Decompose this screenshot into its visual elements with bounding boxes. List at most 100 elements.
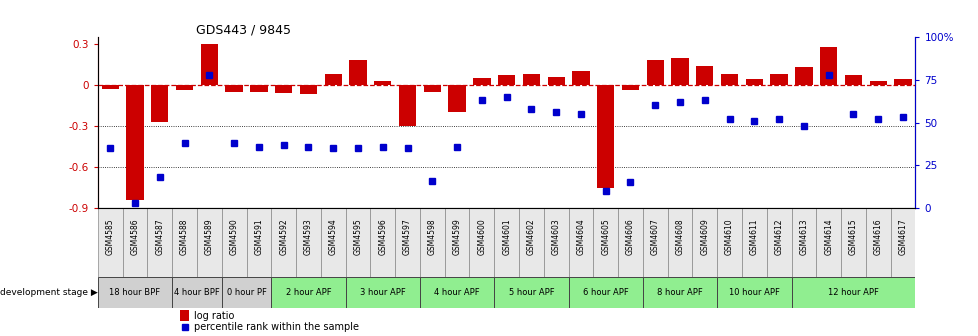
Text: GSM4600: GSM4600	[477, 218, 486, 255]
Bar	[691, 208, 717, 277]
Bar	[98, 208, 122, 277]
Bar	[617, 208, 643, 277]
Bar	[766, 208, 790, 277]
Text: GSM4591: GSM4591	[254, 218, 263, 255]
Text: 2 hour APF: 2 hour APF	[286, 288, 331, 297]
Text: GSM4592: GSM4592	[279, 218, 288, 255]
Bar	[844, 75, 862, 85]
Bar	[865, 208, 890, 277]
Bar	[345, 277, 420, 308]
Text: percentile rank within the sample: percentile rank within the sample	[195, 322, 359, 332]
Text: GSM4587: GSM4587	[156, 218, 164, 255]
Bar	[621, 85, 639, 90]
Bar	[398, 85, 416, 126]
Text: 4 hour APF: 4 hour APF	[434, 288, 479, 297]
Bar	[374, 81, 391, 85]
Bar	[98, 277, 172, 308]
Bar	[645, 60, 663, 85]
Bar	[494, 277, 568, 308]
Bar	[151, 85, 168, 122]
Text: GSM4616: GSM4616	[872, 218, 882, 255]
Text: 10 hour APF: 10 hour APF	[729, 288, 779, 297]
Bar	[568, 277, 643, 308]
Text: GSM4611: GSM4611	[749, 218, 758, 255]
Text: GSM4602: GSM4602	[526, 218, 535, 255]
Bar	[667, 208, 691, 277]
Bar	[643, 277, 717, 308]
Bar	[325, 74, 341, 85]
Text: GSM4615: GSM4615	[848, 218, 857, 255]
Text: GSM4589: GSM4589	[204, 218, 213, 255]
Text: GSM4603: GSM4603	[552, 218, 560, 255]
Bar	[518, 208, 543, 277]
Bar	[498, 75, 514, 85]
Bar	[547, 77, 564, 85]
Bar	[794, 67, 812, 85]
Text: GSM4601: GSM4601	[502, 218, 511, 255]
Bar	[222, 208, 246, 277]
Bar	[271, 208, 295, 277]
Text: GSM4585: GSM4585	[106, 218, 114, 255]
Bar	[180, 310, 190, 322]
Text: 0 hour PF: 0 hour PF	[226, 288, 266, 297]
Bar	[395, 208, 420, 277]
Text: GSM4606: GSM4606	[625, 218, 635, 255]
Bar	[720, 74, 737, 85]
Bar	[717, 208, 741, 277]
Bar	[271, 277, 345, 308]
Text: 4 hour BPF: 4 hour BPF	[174, 288, 220, 297]
Text: GSM4599: GSM4599	[452, 218, 461, 255]
Bar	[172, 277, 222, 308]
Bar	[745, 79, 762, 85]
Bar	[893, 79, 911, 85]
Text: GSM4594: GSM4594	[329, 218, 337, 255]
Bar	[349, 60, 367, 85]
Text: 6 hour APF: 6 hour APF	[582, 288, 628, 297]
Bar	[222, 277, 271, 308]
Bar	[597, 85, 614, 187]
Text: GSM4607: GSM4607	[650, 218, 659, 255]
Text: 18 hour BPF: 18 hour BPF	[110, 288, 160, 297]
Bar	[790, 208, 816, 277]
Bar	[250, 85, 267, 92]
Bar	[176, 85, 193, 90]
Bar	[126, 85, 144, 200]
Bar	[494, 208, 518, 277]
Bar	[522, 74, 540, 85]
Text: GSM4593: GSM4593	[303, 218, 313, 255]
Bar	[345, 208, 370, 277]
Bar	[448, 85, 466, 112]
Text: GSM4609: GSM4609	[699, 218, 709, 255]
Text: GSM4612: GSM4612	[774, 218, 782, 255]
Text: GSM4613: GSM4613	[799, 218, 808, 255]
Bar	[469, 208, 494, 277]
Bar	[643, 208, 667, 277]
Bar	[790, 277, 914, 308]
Bar	[321, 208, 345, 277]
Bar	[770, 74, 787, 85]
Bar	[593, 208, 617, 277]
Text: 3 hour APF: 3 hour APF	[360, 288, 405, 297]
Bar	[122, 208, 148, 277]
Text: GSM4608: GSM4608	[675, 218, 684, 255]
Text: GSM4596: GSM4596	[378, 218, 387, 255]
Bar	[816, 208, 840, 277]
Bar	[868, 81, 886, 85]
Bar	[717, 277, 790, 308]
Bar	[172, 208, 197, 277]
Text: GSM4598: GSM4598	[427, 218, 436, 255]
Text: GSM4610: GSM4610	[725, 218, 734, 255]
Bar	[820, 47, 836, 85]
Bar	[741, 208, 766, 277]
Text: GSM4614: GSM4614	[823, 218, 832, 255]
Text: GSM4586: GSM4586	[130, 218, 140, 255]
Bar	[840, 208, 865, 277]
Text: 12 hour APF: 12 hour APF	[827, 288, 878, 297]
Bar	[472, 78, 490, 85]
Text: GSM4617: GSM4617	[898, 218, 907, 255]
Bar	[148, 208, 172, 277]
Text: GSM4597: GSM4597	[403, 218, 412, 255]
Text: GSM4595: GSM4595	[353, 218, 362, 255]
Bar	[420, 208, 444, 277]
Bar	[543, 208, 568, 277]
